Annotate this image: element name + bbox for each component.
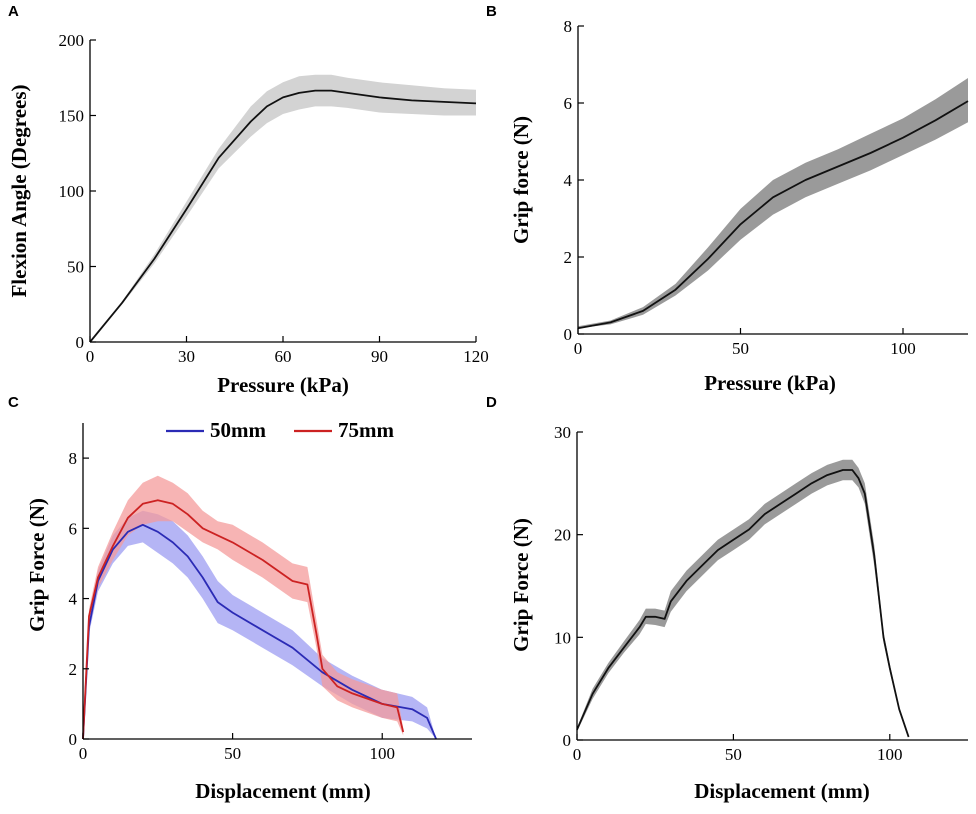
x-tick-label: 100 (369, 744, 395, 763)
series-line-mean (89, 89, 477, 343)
x-tick-label: 0 (79, 744, 88, 763)
panel-letter: A (8, 3, 19, 20)
series-line-mean (577, 100, 969, 330)
y-axis-title: Grip Force (N) (509, 518, 533, 652)
x-tick-label: 30 (178, 347, 195, 366)
legend-label-50mm: 50mm (210, 418, 266, 442)
x-tick-label: 100 (877, 745, 903, 764)
x-tick-label: 0 (574, 339, 583, 358)
y-axis-title: Flexion Angle (Degrees) (7, 84, 31, 297)
y-tick-label: 0 (563, 731, 572, 750)
y-tick-label: 0 (76, 333, 85, 352)
panel-letter: D (486, 394, 497, 411)
y-tick-label: 4 (564, 171, 573, 190)
y-axis-title: Grip force (N) (509, 116, 533, 244)
panel-a: A 0 30 60 90 120 0 50 100 150 200 Pressure (kPa) Fle… (7, 3, 489, 397)
x-tick-label: 60 (275, 347, 292, 366)
panel-b: B 0 50 100 0 2 4 6 8 Pressure (kPa) Grip force (N) (486, 3, 969, 395)
y-tick-label: 2 (69, 660, 78, 679)
panel-letter: C (8, 394, 19, 411)
y-tick-label: 30 (554, 423, 571, 442)
y-tick-label: 8 (564, 17, 573, 36)
band-mean (577, 459, 909, 738)
panel-letter: B (486, 3, 497, 20)
y-tick-label: 20 (554, 526, 571, 545)
x-axis-title: Pressure (kPa) (217, 373, 349, 397)
x-axis-title: Displacement (mm) (195, 779, 371, 803)
y-tick-label: 100 (59, 182, 85, 201)
x-tick-label: 0 (86, 347, 95, 366)
panel-c: C 0 50 100 0 2 4 6 8 Displacement (mm) Grip Force … (8, 394, 472, 803)
y-tick-label: 8 (69, 449, 78, 468)
x-tick-label: 100 (890, 339, 916, 358)
y-tick-label: 10 (554, 628, 571, 647)
x-axis-title: Pressure (kPa) (704, 371, 836, 395)
y-axis-title: Grip Force (N) (25, 498, 49, 632)
x-tick-label: 50 (725, 745, 742, 764)
x-tick-label: 90 (371, 347, 388, 366)
x-tick-label: 0 (573, 745, 582, 764)
x-tick-label: 50 (224, 744, 241, 763)
x-tick-label: 50 (732, 339, 749, 358)
y-tick-label: 0 (69, 730, 78, 749)
y-tick-label: 4 (69, 590, 78, 609)
band-mean (90, 74, 476, 342)
series-line-mean (576, 469, 910, 738)
legend-label-75mm: 75mm (338, 418, 394, 442)
x-axis-title: Displacement (mm) (694, 779, 870, 803)
y-tick-label: 50 (67, 258, 84, 277)
y-tick-label: 0 (564, 325, 573, 344)
series-line-75mm (82, 499, 405, 740)
y-tick-label: 6 (564, 94, 573, 113)
y-tick-label: 200 (59, 31, 85, 50)
band-mean (578, 78, 968, 329)
y-tick-label: 2 (564, 248, 573, 267)
y-tick-label: 150 (59, 107, 85, 126)
x-tick-label: 120 (463, 347, 489, 366)
panel-d: D 0 50 100 0 10 20 30 Displacement (mm) Grip Forc… (486, 394, 968, 803)
y-tick-label: 6 (69, 519, 78, 538)
legend: 50mm 75mm (166, 418, 394, 442)
